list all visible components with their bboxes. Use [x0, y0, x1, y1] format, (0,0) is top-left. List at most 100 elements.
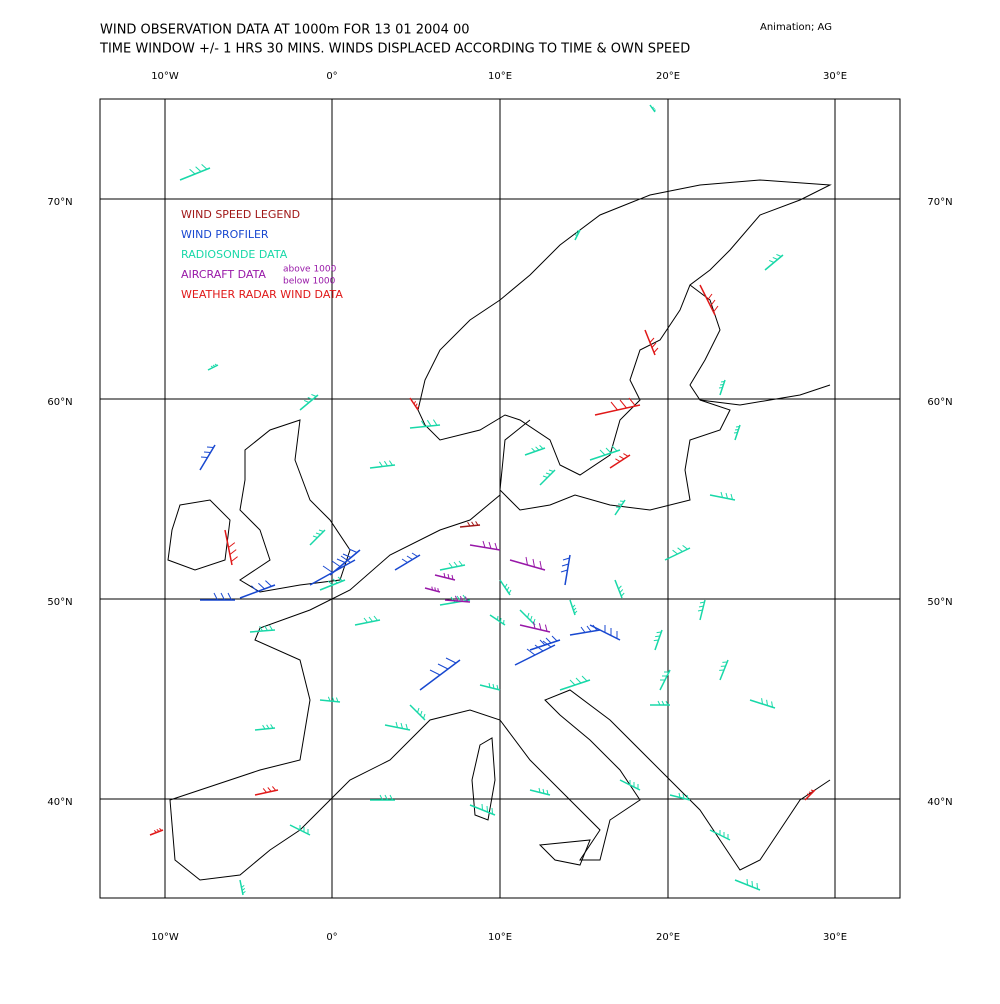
wind-barb-feather [720, 385, 724, 386]
wind-barb-feather [654, 348, 658, 353]
wind-barb-feather [735, 430, 739, 431]
wind-barb-feather [734, 433, 738, 434]
wind-barb-feather [620, 400, 627, 408]
wind-barb-feather [575, 611, 578, 614]
wind-barb-feather [418, 708, 420, 713]
lat-label-left: 60°N [47, 397, 72, 408]
wind-barb-feather [416, 404, 418, 407]
wind-barb-feather [311, 394, 316, 396]
wind-barb-feather [432, 587, 433, 590]
wind-barb-feather [369, 617, 373, 622]
wind-barb-feather [536, 447, 539, 450]
wind-barbs [150, 105, 815, 895]
graticule: 10°W10°W0°0°10°E10°E20°E20°E30°E30°E70°N… [47, 71, 952, 943]
aircraft-note: below 1000 [283, 277, 336, 287]
wind-barb-feather [433, 420, 437, 426]
wind-barb-feather [304, 400, 309, 402]
wind-barb-feather [533, 559, 535, 567]
lon-label-top: 10°W [151, 71, 179, 82]
wind-barb-feather [616, 507, 620, 508]
lat-label-left: 50°N [47, 597, 72, 608]
wind-barb-feather [438, 664, 448, 669]
wind-barb-feather [620, 589, 623, 592]
wind-barb-feather [606, 448, 611, 453]
credit: Animation; AG [760, 22, 832, 33]
wind-barb-feather [650, 338, 654, 343]
wind-barb-feather [263, 788, 266, 792]
wind-barb-feather [402, 559, 408, 563]
wind-barb-feather [265, 581, 271, 587]
wind-barb-feather [435, 587, 436, 590]
wind-barb-feather [653, 107, 654, 109]
wind-barb-feather [501, 618, 502, 622]
wind-barb-feather [414, 401, 416, 404]
wind-barb-feather [654, 108, 655, 110]
wind-barb-feather [438, 588, 439, 591]
wind-barb-feather [230, 550, 236, 555]
wind-barb-feather [258, 583, 264, 589]
wind-barb-feather [587, 626, 591, 632]
wind-barb-feather [526, 557, 528, 565]
wind-barb-feather [708, 294, 713, 300]
wind-barb-feather [202, 164, 207, 169]
wind-barb-feather [811, 790, 814, 791]
wind-barb-feather [487, 806, 488, 812]
wind-barb-feather [504, 620, 505, 624]
wind-barb-feather [270, 625, 273, 630]
wind-barb-feather [769, 260, 774, 262]
wind-barb-feather [412, 553, 418, 557]
wind-barb-feather [384, 461, 387, 466]
wind-barb-feather [773, 257, 778, 259]
wind-barb-feather [776, 254, 781, 256]
lon-label-bottom: 20°E [656, 932, 680, 943]
wind-barb-feather [196, 167, 201, 172]
wind-barb-feather [231, 557, 237, 562]
wind-barb-feather [379, 462, 382, 467]
wind-barb-feather [454, 562, 458, 567]
wind-barb-feather [319, 530, 324, 532]
wind-barb-feather [201, 457, 208, 458]
wind-barb-feather [343, 554, 351, 558]
wind-barb-feather [581, 627, 585, 633]
wind-barb-feather [549, 470, 554, 472]
wind-barb-feather [747, 879, 748, 885]
wind-barb-feather [323, 566, 333, 573]
lat-label-left: 70°N [47, 197, 72, 208]
wind-barb-feather [612, 446, 617, 451]
wind-barb-feather [446, 658, 456, 663]
wind-barb-feather [528, 613, 530, 618]
lon-label-top: 20°E [656, 71, 680, 82]
wind-barb-feather [313, 536, 318, 538]
lat-label-right: 40°N [927, 797, 952, 808]
lon-label-bottom: 10°W [151, 932, 179, 943]
wind-barb-feather [389, 461, 392, 466]
wind-barb-feather [213, 365, 215, 367]
legend-entry: WEATHER RADAR WIND DATA [181, 288, 343, 301]
wind-barb-feather [265, 626, 268, 631]
lat-label-right: 60°N [927, 397, 952, 408]
coast-britain [240, 420, 350, 592]
coast-baltic [500, 400, 730, 510]
wind-barb-feather [211, 366, 213, 368]
wind-barb-feather [492, 808, 493, 814]
wind-barb-feather [657, 632, 662, 633]
lon-label-bottom: 0° [326, 932, 337, 943]
wind-barb-feather [316, 533, 321, 535]
wind-barb-feather [714, 306, 719, 312]
legend-entry: WIND PROFILER [181, 228, 269, 241]
wind-barb-feather [615, 459, 620, 462]
wind-barb-feather [611, 402, 618, 410]
wind-barb-feather [427, 420, 431, 426]
wind-barb-feather [430, 670, 440, 675]
wind-barb-feather [337, 559, 345, 563]
wind-barb-feather [421, 711, 423, 716]
wind-barb-feather [364, 618, 368, 623]
wind-barb-feather [374, 616, 378, 621]
wind-barb-feather [623, 454, 628, 457]
lon-label-top: 10°E [488, 71, 512, 82]
lon-label-bottom: 10°E [488, 932, 512, 943]
wind-barb-feather [498, 616, 499, 620]
aircraft-note: above 1000 [283, 265, 337, 275]
wind-barb-feather [678, 548, 683, 552]
